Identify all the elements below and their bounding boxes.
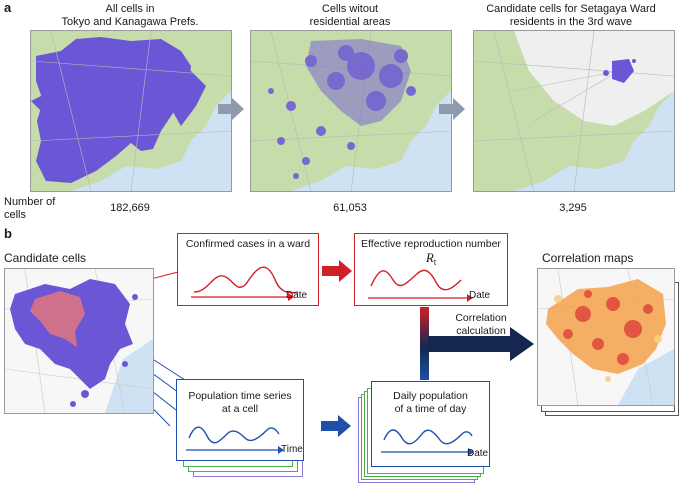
panel-b-label: b xyxy=(4,226,12,241)
red-arrow-icon xyxy=(322,260,352,282)
map3-title: Candidate cells for Setagaya Ward reside… xyxy=(486,3,656,28)
reproduction-date-label: Date xyxy=(469,290,491,301)
blue-arrow-icon xyxy=(321,415,351,437)
count-non-residential: 61,053 xyxy=(333,202,367,214)
correlation-map xyxy=(537,268,675,406)
population-time-series-plot xyxy=(186,426,284,454)
arrow-1-icon xyxy=(218,98,244,120)
confirmed-cases-box: Confirmed cases in a ward Date xyxy=(177,233,319,306)
confirmed-cases-date-label: Date xyxy=(286,290,308,301)
daily-population-box: Daily population of a time of day Date xyxy=(371,381,490,467)
map-all-cells xyxy=(30,30,232,192)
map-candidate-cells xyxy=(473,30,675,192)
daily-population-plot xyxy=(381,429,474,456)
count-candidate: 3,295 xyxy=(559,202,587,214)
reproduction-number-plot xyxy=(368,269,473,302)
confirmed-cases-plot xyxy=(191,266,299,301)
population-time-series-title: Population time series at a cell xyxy=(188,390,292,415)
population-time-series-box: Population time series at a cell Time xyxy=(176,379,304,461)
map-non-residential-cells xyxy=(250,30,452,192)
daily-population-date-label: Date xyxy=(467,448,489,459)
count-row-label: Number of cells xyxy=(4,196,56,221)
arrow-2-icon xyxy=(439,98,465,120)
daily-population-title: Daily population of a time of day xyxy=(393,390,468,415)
reproduction-number-box: Effective reproduction number Rt Date xyxy=(354,233,508,306)
count-all-cells: 182,669 xyxy=(110,202,150,214)
population-time-label: Time xyxy=(281,444,303,455)
navy-arrow-icon xyxy=(428,327,534,361)
map1-title: All cells in Tokyo and Kanagawa Prefs. xyxy=(61,3,199,28)
correlation-gradient-bar xyxy=(420,307,429,380)
reproduction-number-title: Effective reproduction number Rt xyxy=(361,238,501,268)
panel-a-label: a xyxy=(4,0,12,15)
candidate-cells-title: Candidate cells xyxy=(4,251,87,265)
correlation-calculation-label: Correlation calculation xyxy=(455,312,507,337)
map2-title: Cells witout residential areas xyxy=(309,3,391,28)
candidate-cells-map xyxy=(4,268,154,414)
confirmed-cases-title: Confirmed cases in a ward xyxy=(185,238,311,250)
correlation-maps-title: Correlation maps xyxy=(542,251,634,265)
